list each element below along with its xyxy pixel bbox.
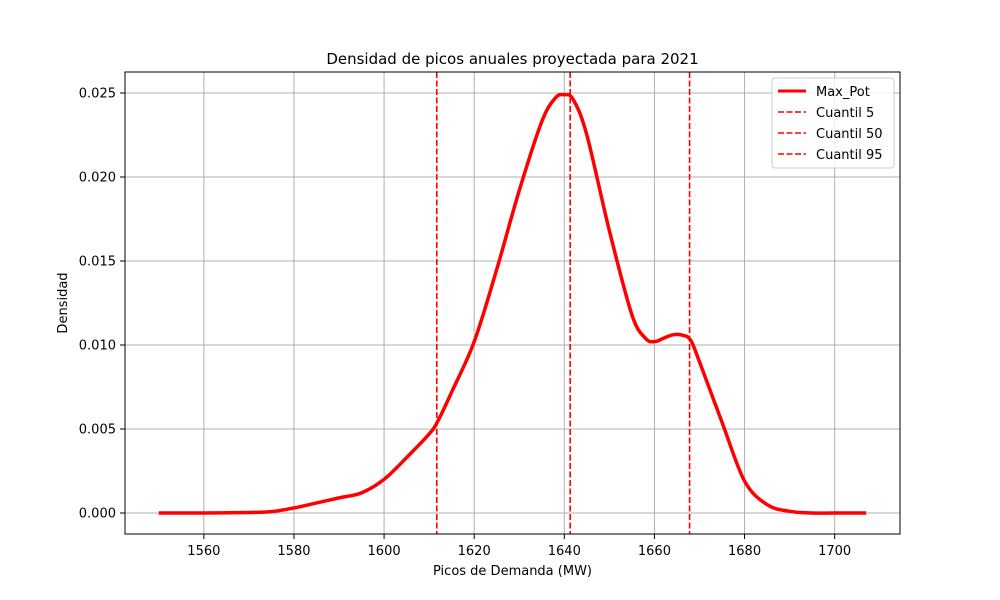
legend-entry-cuantil-5: Cuantil 5 bbox=[778, 106, 874, 121]
x-axis-label: Picos de Demanda (MW) bbox=[433, 564, 592, 579]
x-tick-label: 1600 bbox=[368, 544, 401, 559]
axes-frame bbox=[124, 71, 901, 535]
plot-area bbox=[158, 72, 867, 534]
x-tick-label: 1700 bbox=[818, 544, 851, 559]
x-tick-label: 1560 bbox=[187, 544, 220, 559]
y-tick-label: 0.025 bbox=[79, 87, 116, 102]
y-tick-label: 0.005 bbox=[79, 423, 116, 438]
chart-title: Densidad de picos anuales proyectada par… bbox=[326, 50, 698, 68]
x-tick-label: 1580 bbox=[277, 544, 310, 559]
legend-label-cuantil-95: Cuantil 95 bbox=[816, 148, 883, 163]
y-tick-label: 0.010 bbox=[79, 339, 116, 354]
legend-label-max-pot: Max_Pot bbox=[816, 85, 870, 100]
legend-entry-max-pot: Max_Pot bbox=[778, 85, 870, 100]
legend-label-cuantil-5: Cuantil 5 bbox=[816, 106, 874, 121]
legend-entry-cuantil-95: Cuantil 95 bbox=[778, 148, 883, 163]
y-axis-ticks: 0.000 0.005 0.010 0.015 0.020 0.025 bbox=[79, 87, 125, 522]
legend: Max_Pot Cuantil 5 Cuantil 50 Cuantil 95 bbox=[771, 77, 895, 169]
x-tick-label: 1640 bbox=[548, 544, 581, 559]
y-tick-label: 0.000 bbox=[79, 507, 116, 522]
x-axis-ticks: 1560 1580 1600 1620 1640 1660 1680 1700 bbox=[187, 534, 851, 559]
series-line-max-pot bbox=[158, 92, 867, 515]
x-tick-label: 1620 bbox=[458, 544, 491, 559]
legend-box bbox=[771, 77, 895, 169]
legend-label-cuantil-50: Cuantil 50 bbox=[816, 127, 883, 142]
y-axis-label: Densidad bbox=[56, 272, 71, 333]
legend-entry-cuantil-50: Cuantil 50 bbox=[778, 127, 883, 142]
x-tick-label: 1680 bbox=[728, 544, 761, 559]
y-tick-label: 0.015 bbox=[79, 255, 116, 270]
x-tick-label: 1660 bbox=[638, 544, 671, 559]
y-tick-label: 0.020 bbox=[79, 171, 116, 186]
